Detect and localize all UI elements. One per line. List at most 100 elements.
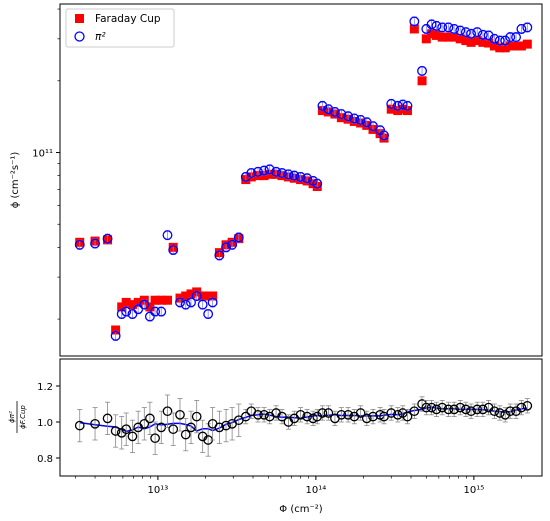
legend-marker-pi2: [74, 31, 85, 42]
pi2-point: [214, 250, 225, 261]
flux-y-ticks: 10¹¹: [32, 8, 60, 320]
faraday-cup-point: [522, 39, 532, 49]
flux-panel-frame: [59, 3, 543, 357]
pi2-point: [494, 35, 505, 46]
ratio-y-tick-label: 1.2: [37, 382, 53, 393]
ratio-point: [253, 409, 263, 420]
faraday-cup-point: [156, 295, 166, 305]
pi2-point: [277, 168, 287, 179]
pi2-point: [437, 22, 448, 33]
pi2-point: [90, 238, 100, 249]
ratio-point: [110, 426, 121, 436]
faraday-cup-point: [511, 41, 521, 51]
pi2-point: [511, 32, 522, 43]
ratio-point: [343, 409, 353, 420]
pi2-point: [139, 299, 150, 310]
pi2-point: [472, 27, 483, 38]
faraday-cup-point: [505, 41, 515, 51]
faraday-cup-point: [417, 76, 427, 86]
ratio-point: [489, 406, 500, 417]
faraday-cup-point: [437, 32, 447, 42]
pi2-point: [110, 330, 121, 341]
ratio-point: [461, 404, 471, 415]
ratio-panel-frame: [59, 358, 543, 477]
ratio-point: [168, 424, 179, 435]
x-tick-label: 10¹⁴: [306, 485, 327, 496]
ratio-point: [317, 408, 328, 418]
ratio-point: [121, 424, 132, 435]
ratio-label-denominator: ϕF.Cup: [19, 405, 27, 429]
ratio-point: [368, 411, 378, 422]
pi2-point: [443, 22, 454, 33]
pi2-point: [317, 100, 328, 111]
ratio-point: [191, 411, 202, 422]
pi2-point: [180, 299, 191, 310]
pi2-point: [102, 233, 113, 244]
ratio-point: [449, 404, 459, 415]
faraday-cup-point: [472, 36, 482, 46]
ratio-point: [102, 413, 113, 424]
ratio-data-marks: [74, 394, 533, 457]
pi2-point: [150, 306, 161, 317]
ratio-point: [522, 400, 533, 411]
faraday-cup-point: [121, 297, 131, 307]
faraday-cup-point: [265, 169, 275, 179]
faraday-cup-point: [431, 30, 441, 40]
pi2-point: [302, 173, 313, 184]
pi2-point: [253, 166, 263, 177]
ratio-point: [221, 420, 231, 431]
faraday-cup-point: [386, 104, 396, 114]
pi2-point: [271, 166, 282, 177]
ratio-point: [214, 422, 225, 433]
x-tick-label: 10¹³: [148, 485, 169, 496]
pi2-point: [449, 24, 460, 34]
faraday-cup-point: [186, 289, 196, 299]
pi2-point: [466, 28, 477, 39]
pi2-point: [460, 27, 471, 38]
pi2-point: [197, 299, 208, 310]
pi2-point: [386, 98, 397, 109]
pi2-point: [203, 309, 214, 319]
legend-marker-faraday-cup: [75, 14, 84, 23]
faraday-cup-point: [489, 41, 499, 51]
pi2-point: [175, 297, 185, 308]
pi2-point: [379, 130, 389, 141]
pi2-point: [426, 19, 437, 30]
legend: Faraday Cup π²: [65, 8, 175, 48]
pi2-point: [489, 33, 500, 44]
faraday-cup-point: [427, 29, 437, 39]
ratio-point: [295, 409, 306, 420]
pi2-point: [264, 164, 275, 175]
faraday-cup-point: [208, 291, 218, 301]
pi2-point: [156, 306, 167, 317]
pi2-point: [431, 20, 442, 31]
pi2-point: [355, 114, 366, 125]
faraday-cup-point: [500, 43, 510, 53]
ratio-point: [336, 409, 347, 420]
pi2-point: [186, 297, 196, 308]
faraday-cup-point: [409, 24, 419, 34]
pi2-point: [336, 109, 347, 120]
ratio-point: [505, 406, 516, 417]
ratio-point: [402, 411, 413, 422]
pi2-point: [227, 239, 238, 250]
pi2-point: [162, 230, 173, 241]
faraday-cup-point: [198, 291, 208, 301]
pi2-point: [323, 104, 334, 115]
ratio-point: [162, 406, 173, 417]
pi2-point: [312, 178, 323, 189]
ratio-point: [145, 413, 155, 424]
ratio-point: [466, 406, 476, 417]
pi2-point: [402, 100, 413, 111]
ratio-point: [437, 402, 448, 413]
flux-y-axis-label: ϕ (cm⁻²s⁻¹): [10, 152, 21, 209]
pi2-point: [516, 24, 527, 34]
ratio-trend-line: [79, 406, 528, 433]
ratio-point: [455, 402, 466, 413]
ratio-point: [426, 402, 437, 413]
flux-panel: 10¹¹ ϕ (cm⁻²s⁻¹) Faraday Cup π²: [10, 3, 543, 357]
ratio-point: [472, 404, 483, 415]
pi2-point: [233, 232, 244, 243]
faraday-cup-point: [478, 37, 488, 47]
